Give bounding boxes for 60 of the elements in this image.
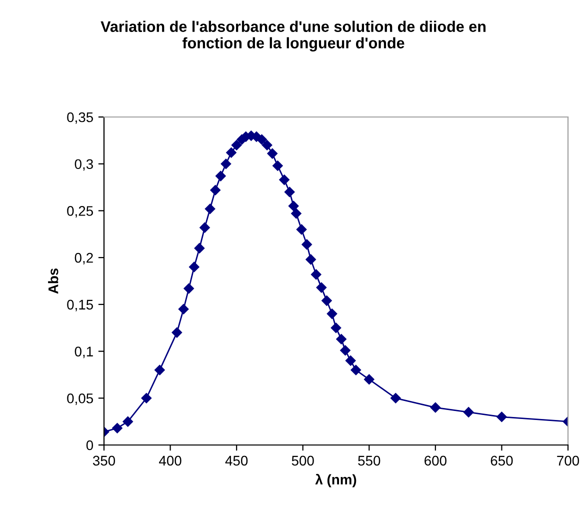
point <box>272 160 283 171</box>
point <box>336 334 346 344</box>
point <box>189 262 200 272</box>
point <box>204 204 216 214</box>
point <box>200 222 210 233</box>
point <box>340 345 350 356</box>
point <box>322 296 332 306</box>
y-tick-label: 0,35 <box>67 112 94 124</box>
point <box>141 393 152 404</box>
x-tick-label: 550 <box>358 456 380 466</box>
point <box>296 224 307 235</box>
point <box>279 174 290 185</box>
point <box>496 412 507 422</box>
x-tick-label: 650 <box>490 456 513 466</box>
chart-title: Variation de l'absorbance d'une solution de diiode en fonction de la longueur d'onde <box>100 20 486 52</box>
y-tick-label: 0,25 <box>67 206 94 218</box>
point <box>350 364 361 376</box>
point <box>390 393 401 404</box>
x-tick-label: 700 <box>557 456 580 466</box>
y-axis-title: Abs <box>48 268 58 294</box>
point <box>122 416 133 427</box>
point <box>220 158 232 169</box>
point <box>311 269 322 280</box>
x-tick-label: 400 <box>159 456 182 466</box>
point <box>345 356 356 366</box>
y-tick-label: 0,1 <box>74 346 93 358</box>
point <box>112 423 122 434</box>
point <box>194 243 205 254</box>
point <box>463 407 474 418</box>
point <box>172 327 182 338</box>
y-tick-label: 0,05 <box>67 393 94 405</box>
point <box>288 200 299 212</box>
point <box>330 322 342 333</box>
point <box>154 364 165 376</box>
x-axis-title: λ (nm) <box>315 474 356 488</box>
point <box>364 374 374 385</box>
point <box>306 254 316 265</box>
x-tick-label: 450 <box>225 456 248 466</box>
point <box>326 308 338 319</box>
point <box>231 140 242 150</box>
point <box>267 148 278 159</box>
point <box>430 402 441 413</box>
point <box>316 282 327 293</box>
y-tick-label: 0,3 <box>74 159 93 171</box>
x-tick-label: 350 <box>92 456 116 466</box>
point <box>226 147 236 158</box>
y-tick-label: 0,15 <box>67 300 94 312</box>
x-tick-label: 600 <box>424 456 446 466</box>
point <box>291 208 302 219</box>
x-tick-label: 500 <box>292 456 314 466</box>
point <box>302 239 312 250</box>
point <box>216 170 226 182</box>
point <box>262 140 272 150</box>
point <box>184 283 194 294</box>
y-tick-label: 0,2 <box>74 252 93 264</box>
point <box>178 304 189 314</box>
point <box>284 186 295 198</box>
point <box>256 134 267 145</box>
point <box>210 184 220 196</box>
y-tick-label: 0 <box>86 440 94 450</box>
